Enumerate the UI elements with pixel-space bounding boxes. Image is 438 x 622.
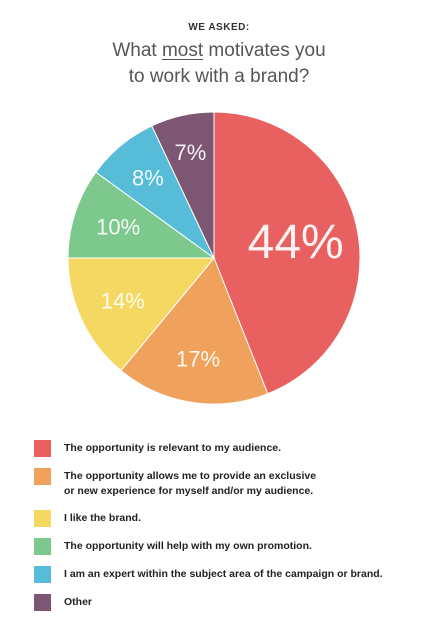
chart-title-line-1: What most motivates you xyxy=(0,38,438,64)
title-text-start: What xyxy=(112,40,162,61)
legend-item-3: I like the brand. xyxy=(34,510,429,527)
slice-label-3: 14% xyxy=(101,288,145,313)
legend-item-5: I am an expert within the subject area o… xyxy=(34,566,429,583)
legend-item-6: Other xyxy=(34,594,429,611)
legend-swatch xyxy=(34,440,51,457)
slice-label-1: 44% xyxy=(248,216,344,269)
slice-label-2: 17% xyxy=(176,346,220,371)
legend-item-4: The opportunity will help with my own pr… xyxy=(34,538,429,555)
legend-swatch xyxy=(34,510,51,527)
pie-chart: 44% 17% 14% 10% 8% 7% xyxy=(67,111,361,405)
kicker-label: WE ASKED: xyxy=(188,22,250,33)
legend-label: I am an expert within the subject area o… xyxy=(64,568,383,580)
title-text-end: motivates you xyxy=(203,40,326,61)
pie-slice-1 xyxy=(213,111,361,395)
legend-label: The opportunity is relevant to my audien… xyxy=(64,442,282,454)
legend-swatch xyxy=(34,538,51,555)
pie-slice-2 xyxy=(120,257,269,405)
chart-title: What most motivates you to work with a b… xyxy=(0,38,438,90)
legend-label: I like the brand. xyxy=(64,512,142,524)
legend-item-1: The opportunity is relevant to my audien… xyxy=(34,440,429,457)
chart-title-line-2: to work with a brand? xyxy=(128,66,310,87)
legend-swatch xyxy=(34,566,51,583)
legend-item-2: The opportunity allows me to provide an … xyxy=(34,468,429,499)
legend-label: The opportunity will help with my own pr… xyxy=(64,540,312,552)
legend: The opportunity is relevant to my audien… xyxy=(34,440,429,622)
legend-swatch xyxy=(34,594,51,611)
legend-swatch xyxy=(34,468,51,485)
title-emphasis: most xyxy=(161,40,204,61)
slice-label-6: 7% xyxy=(175,140,207,165)
legend-label: The opportunity allows me to provide an … xyxy=(64,470,317,497)
pie-slice-3 xyxy=(67,257,216,372)
pie-slice-4 xyxy=(67,171,216,259)
slice-label-4: 10% xyxy=(96,214,140,239)
slice-label-5: 8% xyxy=(132,166,164,191)
legend-label: Other xyxy=(64,596,93,608)
pie-slice-6 xyxy=(151,111,215,259)
